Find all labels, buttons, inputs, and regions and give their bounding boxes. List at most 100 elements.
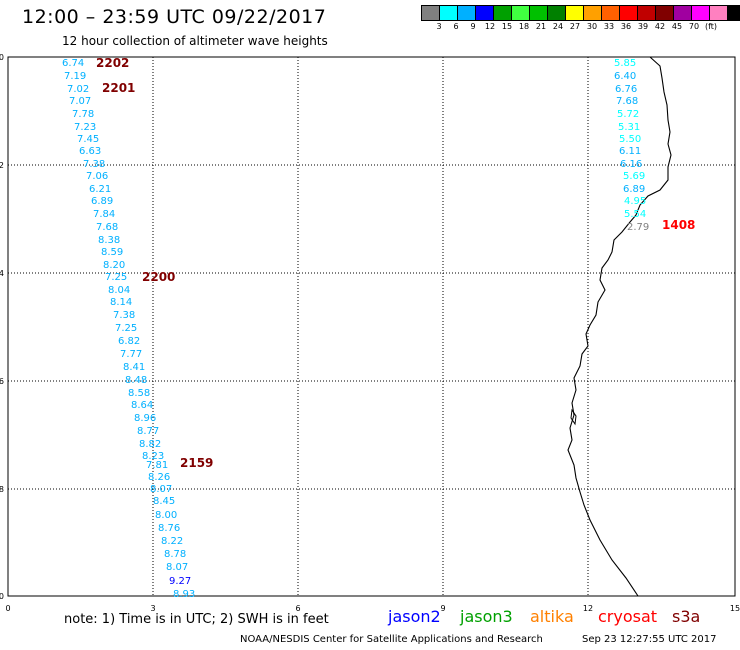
x-tick-label: 3: [150, 604, 155, 613]
legend-label: 6: [453, 22, 459, 31]
pass-time-label: 2200: [142, 270, 175, 284]
color-scale-labels: 3 6 9 12 15 18 21 24 27 30 33 36 39 42 45 70 (ft): [422, 22, 740, 34]
swh-value-label: 8.04: [108, 285, 130, 296]
legend-label: 15: [501, 22, 513, 31]
legend-label: 42: [654, 22, 666, 31]
map-frame: [7, 56, 736, 597]
swh-value-label: 8.20: [103, 260, 125, 271]
x-tick-label: 6: [295, 604, 300, 613]
swh-value-label: 7.78: [72, 109, 94, 120]
swh-value-label: 8.00: [155, 510, 177, 521]
swh-value-label: 9.27: [169, 576, 191, 587]
swh-value-label: 5.72: [617, 109, 639, 120]
legend-label: 24: [552, 22, 564, 31]
coastline: [567, 56, 672, 597]
legend-label: 70: [688, 22, 700, 31]
map-title: 12:00 – 23:59 UTC 09/22/2017: [22, 6, 327, 28]
swh-value-label: 4.95: [624, 196, 646, 207]
swh-value-label: 7.25: [105, 272, 127, 283]
swh-value-label: 8.78: [164, 549, 186, 560]
units-note: note: 1) Time is in UTC; 2) SWH is in fe…: [64, 612, 329, 627]
swh-value-label: 8.96: [134, 413, 156, 424]
swh-value-label: 5.54: [624, 209, 646, 220]
legend-label: 21: [535, 22, 547, 31]
swh-value-label: 7.02: [67, 84, 89, 95]
y-tick-label: -20: [0, 592, 4, 601]
swh-value-label: 6.40: [614, 71, 636, 82]
swh-value-label: 8.45: [153, 496, 175, 507]
legend-label: 36: [620, 22, 632, 31]
swh-value-label: 8.77: [137, 426, 159, 437]
satellite-jason2: jason2: [388, 607, 441, 626]
legend-label: 33: [603, 22, 615, 31]
satellite-jason3: jason3: [460, 607, 513, 626]
legend-label: 12: [484, 22, 496, 31]
swh-value-label: 6.74: [62, 58, 84, 69]
swh-value-label: 8.38: [98, 235, 120, 246]
swh-value-label: 7.38: [83, 159, 105, 170]
pass-time-label: 2202: [96, 56, 129, 70]
swh-value-label: 8.26: [148, 472, 170, 483]
swh-value-label: 6.89: [623, 184, 645, 195]
swh-value-label: 7.38: [113, 310, 135, 321]
swh-value-label: 2.79: [627, 222, 649, 233]
pass-time-label: 2159: [180, 456, 213, 470]
pass-time-label: 1408: [662, 218, 695, 232]
color-scale-legend: [421, 5, 740, 21]
y-tick-label: -14: [0, 269, 4, 278]
swh-value-label: 8.93: [173, 589, 195, 600]
legend-label: 30: [586, 22, 598, 31]
map-subtitle: 12 hour collection of altimeter wave hei…: [62, 34, 328, 48]
swh-value-label: 8.23: [142, 451, 164, 462]
island-outline: [570, 408, 577, 426]
swh-value-label: 7.25: [115, 323, 137, 334]
swh-value-label: 7.45: [77, 134, 99, 145]
swh-value-label: 7.77: [120, 349, 142, 360]
legend-swatch: [727, 5, 740, 21]
swh-value-label: 7.84: [93, 209, 115, 220]
credit-footer: NOAA/NESDIS Center for Satellite Applica…: [240, 634, 543, 645]
satellite-s3a: s3a: [672, 607, 701, 626]
swh-value-label: 7.06: [86, 171, 108, 182]
legend-label: 3: [436, 22, 442, 31]
legend-label: 18: [518, 22, 530, 31]
swh-value-label: 8.76: [158, 523, 180, 534]
x-tick-label: 12: [583, 604, 593, 613]
swh-value-label: 8.07: [166, 562, 188, 573]
swh-value-label: 6.89: [91, 196, 113, 207]
legend-label: 45: [671, 22, 683, 31]
x-tick-label: 15: [730, 604, 740, 613]
swh-value-label: 6.82: [118, 336, 140, 347]
swh-value-label: 8.14: [110, 297, 132, 308]
swh-value-label: 7.81: [146, 460, 168, 471]
swh-value-label: 8.58: [128, 388, 150, 399]
x-tick-label: 0: [5, 604, 10, 613]
swh-value-label: 5.31: [618, 122, 640, 133]
swh-value-label: 7.19: [64, 71, 86, 82]
legend-label: 27: [569, 22, 581, 31]
swh-value-label: 5.69: [623, 171, 645, 182]
timestamp-footer: Sep 23 12:27:55 UTC 2017: [582, 634, 717, 645]
legend-unit: (ft): [705, 22, 718, 31]
swh-value-label: 7.68: [616, 96, 638, 107]
swh-value-label: 5.85: [614, 58, 636, 69]
swh-value-label: 5.50: [619, 134, 641, 145]
swh-value-label: 6.16: [620, 159, 642, 170]
swh-value-label: 8.82: [139, 439, 161, 450]
swh-value-label: 8.07: [150, 484, 172, 495]
y-tick-label: -12: [0, 161, 4, 170]
swh-value-label: 8.59: [101, 247, 123, 258]
legend-label: 39: [637, 22, 649, 31]
pass-time-label: 2201: [102, 81, 135, 95]
swh-value-label: 7.23: [74, 122, 96, 133]
legend-label: 9: [470, 22, 476, 31]
swh-value-label: 8.41: [123, 362, 145, 373]
swh-value-label: 6.21: [89, 184, 111, 195]
y-tick-label: -18: [0, 485, 4, 494]
swh-value-label: 6.11: [619, 146, 641, 157]
swh-value-label: 7.68: [96, 222, 118, 233]
swh-value-label: 6.63: [79, 146, 101, 157]
swh-value-label: 8.48: [125, 375, 147, 386]
swh-value-label: 8.64: [131, 400, 153, 411]
